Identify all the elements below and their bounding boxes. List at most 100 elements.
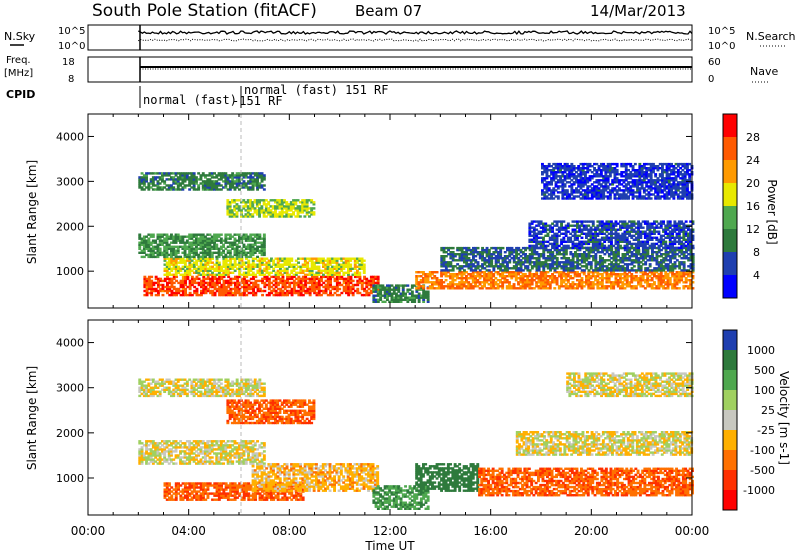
echo-cell [292, 203, 295, 206]
echo-cell [231, 184, 235, 187]
echo-cell [184, 279, 187, 283]
echo-cell [303, 257, 307, 260]
echo-cell [245, 267, 248, 270]
echo-cell [603, 287, 607, 290]
echo-cell [326, 261, 330, 264]
echo-cell [279, 291, 283, 295]
echo-cell [165, 257, 169, 260]
echo-cell [632, 285, 636, 288]
echo-cell [607, 238, 611, 241]
echo-cell [267, 283, 271, 287]
echo-cell [274, 211, 277, 214]
nsearch-label: N.Search [746, 30, 796, 43]
echo-cell [261, 293, 264, 297]
echo-cell [508, 271, 511, 274]
echo-cell [478, 253, 482, 256]
echo-cell [192, 184, 196, 187]
echo-cell [167, 174, 171, 177]
echo-cell [485, 273, 489, 276]
echo-cell [598, 261, 602, 264]
echo-cell [229, 281, 233, 285]
echo-cell [242, 182, 246, 185]
echo-cell [267, 293, 271, 297]
echo-cell [224, 259, 228, 262]
echo-cell [474, 281, 477, 284]
echo-cell [431, 271, 434, 274]
echo-cell [163, 289, 167, 293]
echo-cell [634, 275, 638, 278]
echo-cell [265, 265, 269, 268]
echo-cell [246, 199, 250, 202]
echo-cell [172, 251, 176, 254]
echo-cell [315, 267, 319, 270]
echo-cell [289, 203, 293, 206]
echo-cell [422, 296, 426, 299]
echo-cell [244, 237, 248, 240]
echo-cell [571, 259, 575, 262]
echo-cell [227, 291, 231, 295]
echo-cell [651, 257, 654, 260]
echo-cell [313, 279, 317, 283]
echo-cell [386, 288, 389, 291]
echo-cell [183, 241, 187, 244]
echo-cell [657, 265, 661, 268]
echo-cell [215, 251, 219, 254]
echo-cell [249, 213, 252, 216]
echo-cell [233, 199, 237, 202]
echo-cell [471, 281, 475, 284]
echo-cell [283, 293, 287, 297]
echo-cell [254, 293, 258, 297]
echo-cell [558, 253, 561, 256]
echo-cell [662, 275, 665, 278]
echo-cell [202, 275, 206, 279]
echo-cell [235, 205, 239, 208]
echo-cell [413, 298, 417, 301]
echo-cell [188, 285, 192, 289]
echo-cell [360, 283, 364, 287]
echo-cell [535, 285, 539, 288]
echo-cell [145, 178, 148, 181]
echo-cell [621, 238, 625, 241]
echo-cell [220, 283, 224, 287]
echo-cell [497, 255, 500, 258]
echo-cell [168, 257, 171, 260]
echo-cell [621, 246, 625, 250]
echo-cell [206, 249, 210, 252]
echo-cell [230, 213, 234, 216]
echo-cell [181, 239, 185, 242]
echo-cell [276, 205, 280, 208]
echo-cell [610, 220, 613, 223]
echo-cell [362, 265, 366, 268]
echo-cell [181, 180, 185, 183]
echo-cell [165, 265, 169, 268]
echo-cell [501, 257, 505, 260]
echo-cell [258, 199, 261, 202]
echo-cell [646, 259, 650, 262]
echo-cell [296, 209, 300, 212]
echo-cell [650, 224, 654, 227]
echo-cell [331, 287, 335, 291]
echo-cell [616, 244, 620, 248]
echo-cell [519, 251, 523, 254]
echo-cell [234, 291, 237, 295]
echo-cell [673, 267, 677, 270]
echo-cell [449, 246, 453, 250]
echo-cell [197, 265, 201, 268]
echo-cell [662, 281, 665, 284]
echo-cell [233, 174, 237, 177]
echo-cell [256, 182, 259, 185]
echo-cell [442, 259, 446, 262]
echo-cell [526, 267, 530, 270]
echo-cell [673, 279, 677, 282]
echo-cell [591, 228, 595, 231]
echo-cell [557, 244, 561, 248]
echo-cell [228, 207, 232, 210]
echo-cell [530, 257, 534, 260]
echo-cell [285, 211, 289, 214]
echo-cell [635, 261, 638, 264]
echo-cell [557, 226, 561, 229]
echo-cell [519, 287, 523, 290]
echo-cell [458, 269, 462, 272]
echo-cell [680, 271, 684, 274]
echo-cell [249, 186, 253, 189]
